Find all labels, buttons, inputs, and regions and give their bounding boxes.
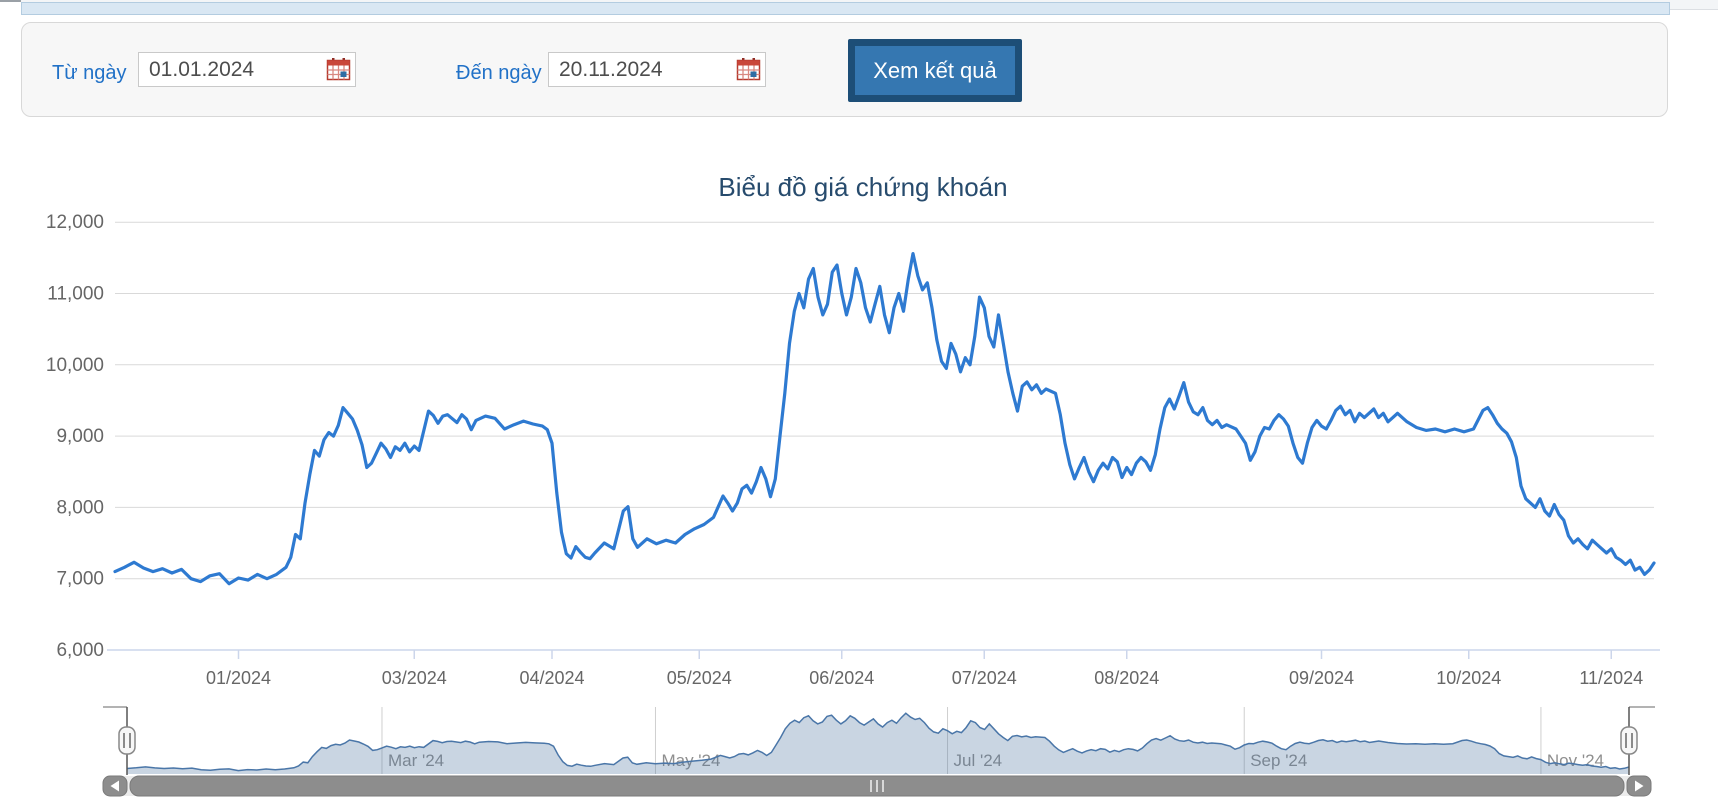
navigator-handle-left[interactable]: [118, 726, 136, 755]
scrollbar-thumb[interactable]: [129, 775, 1625, 797]
y-axis-label: 9,000: [56, 426, 104, 447]
y-axis-label: 7,000: [56, 569, 104, 590]
from-date-field: [138, 52, 356, 87]
navigator-month-label: Mar '24: [388, 751, 444, 770]
scroll-left-icon: [110, 780, 119, 792]
navigator-handle-right[interactable]: [1620, 726, 1638, 755]
x-axis-label: 01/2024: [206, 668, 271, 688]
to-date-input[interactable]: [548, 52, 766, 87]
scroll-right-icon: [1635, 780, 1644, 792]
scrollbar-left-button[interactable]: [102, 775, 128, 797]
calendar-icon: [736, 58, 761, 81]
navigator-area-fill: [127, 713, 1629, 774]
navigator-month-label: Jul '24: [954, 751, 1003, 770]
y-axis-label: 8,000: [56, 497, 104, 518]
to-date-label: Đến ngày: [456, 62, 542, 84]
navigator-area-line: [126, 712, 1630, 772]
view-results-button[interactable]: Xem kết quả: [848, 39, 1022, 102]
x-axis-label: 04/2024: [519, 668, 584, 688]
y-axis-label: 6,000: [56, 640, 104, 661]
navigator-month-label: May '24: [661, 751, 720, 770]
y-axis-label: 10,000: [46, 355, 104, 376]
x-axis-label: 07/2024: [952, 668, 1017, 688]
header-corner: [0, 0, 21, 18]
x-axis-label: 11/2024: [1579, 668, 1643, 688]
navigator-month-label: Sep '24: [1250, 751, 1307, 770]
y-axis-label: 11,000: [47, 284, 104, 305]
x-axis-label: 08/2024: [1094, 668, 1159, 688]
x-axis-label: 06/2024: [809, 668, 874, 688]
chart-title: Biểu đồ giá chứng khoán: [718, 172, 1007, 202]
to-date-field: [548, 52, 766, 87]
scrollbar-right-button[interactable]: [1626, 775, 1652, 797]
from-date-label: Từ ngày: [52, 62, 127, 84]
x-axis-label: 05/2024: [667, 668, 732, 688]
calendar-icon: [326, 58, 351, 81]
y-axis-label: 12,000: [46, 212, 104, 233]
from-date-input[interactable]: [138, 52, 356, 87]
from-date-calendar-button[interactable]: [326, 57, 351, 82]
x-axis-label: 09/2024: [1289, 668, 1354, 688]
to-date-calendar-button[interactable]: [736, 57, 761, 82]
x-axis-label: 03/2024: [382, 668, 447, 688]
price-line-series: [113, 252, 1656, 586]
date-filter-panel: Từ ngày Đến ngày: [21, 22, 1668, 117]
header-bar: [21, 2, 1670, 15]
x-axis-label: 10/2024: [1436, 668, 1501, 688]
